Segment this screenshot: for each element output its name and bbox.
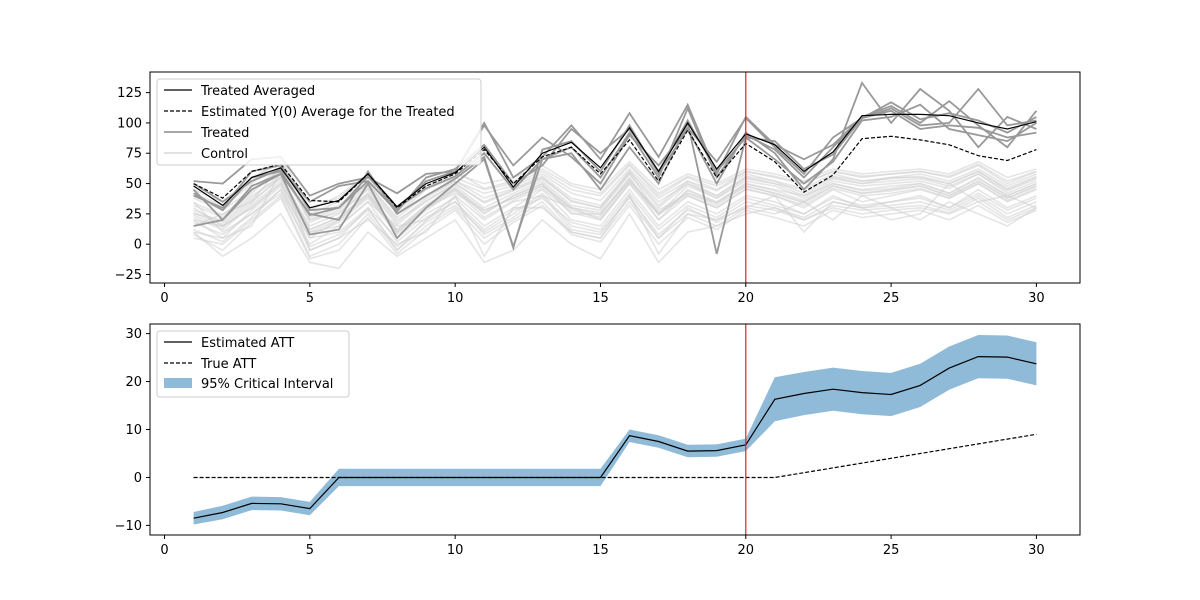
x-tick-label: 15 xyxy=(592,291,609,306)
legend-label-control: Control xyxy=(201,147,248,162)
x-tick-label: 5 xyxy=(306,543,314,558)
treated-line xyxy=(193,99,1038,197)
solid-series-line xyxy=(193,113,1037,209)
control-line xyxy=(193,179,1037,240)
x-axis: 0 5 10 15 20 25 30 xyxy=(160,535,1045,558)
x-tick-label: 10 xyxy=(447,291,464,306)
legend-label-treated-averaged: Treated Averaged xyxy=(200,84,315,99)
y-tick-label: 50 xyxy=(125,177,142,192)
x-tick-label: 5 xyxy=(306,291,314,306)
x-tick-label: 20 xyxy=(738,543,755,558)
dashed-series-line xyxy=(193,433,1037,479)
dashed-series-line xyxy=(193,129,1037,209)
x-tick-label: 10 xyxy=(447,543,464,558)
y-tick-label: 10 xyxy=(125,423,142,438)
y-axis: −25 0 25 50 75 100 125 xyxy=(115,86,150,283)
treated-lines xyxy=(192,81,1038,255)
control-line xyxy=(193,196,1037,260)
y-tick-label: −10 xyxy=(115,519,142,534)
y-tick-label: 25 xyxy=(125,207,142,222)
y-tick-label: 0 xyxy=(134,471,142,486)
control-line xyxy=(193,188,1037,252)
control-line xyxy=(193,160,1037,212)
x-tick-label: 25 xyxy=(883,291,900,306)
x-tick-label: 30 xyxy=(1028,543,1045,558)
legend-label-interval: 95% Critical Interval xyxy=(201,377,333,392)
control-line xyxy=(193,179,1037,236)
x-tick-label: 25 xyxy=(883,543,900,558)
y-tick-label: 0 xyxy=(134,238,142,253)
y-tick-label: 20 xyxy=(125,375,142,390)
y-tick-label: 75 xyxy=(125,147,142,162)
legend-swatch-interval xyxy=(164,378,192,388)
outcome-plot: 0 5 10 15 20 25 30 −25 0 25 50 75 100 125 Treated Av… xyxy=(115,71,1081,306)
control-lines xyxy=(193,155,1037,270)
legend: Estimated ATT True ATT 95% Critical Inte… xyxy=(156,330,350,398)
average-lines xyxy=(193,113,1037,209)
x-tick-label: 20 xyxy=(738,291,755,306)
control-line xyxy=(193,165,1037,226)
legend-box xyxy=(156,78,482,166)
y-tick-label: 125 xyxy=(117,86,142,101)
legend-label-treated: Treated xyxy=(200,126,249,141)
x-tick-label: 15 xyxy=(592,543,609,558)
x-tick-label: 0 xyxy=(160,291,168,306)
control-line xyxy=(193,167,1037,224)
treated-line xyxy=(193,87,1037,212)
x-tick-label: 30 xyxy=(1028,291,1045,306)
y-axis: −10 0 10 20 30 xyxy=(115,327,150,534)
control-line xyxy=(193,155,1037,212)
att-lines xyxy=(193,355,1037,519)
axes-frame xyxy=(149,71,1081,284)
x-axis: 0 5 10 15 20 25 30 xyxy=(160,283,1045,306)
y-tick-label: 30 xyxy=(125,327,142,342)
legend-label-estimated-att: Estimated ATT xyxy=(201,336,294,351)
legend-box xyxy=(156,330,350,398)
legend: Treated Averaged Estimated Y(0) Average … xyxy=(156,78,482,166)
y-tick-label: 100 xyxy=(117,116,142,131)
control-line xyxy=(193,194,1037,258)
y-tick-label: −25 xyxy=(115,268,142,283)
x-tick-label: 0 xyxy=(160,543,168,558)
att-plot: 0 5 10 15 20 25 30 −10 0 10 20 30 Estimated ATT Tr… xyxy=(115,323,1081,558)
solid-series-line xyxy=(193,355,1037,519)
control-line xyxy=(193,184,1037,246)
legend-label-true-att: True ATT xyxy=(200,357,256,372)
legend-label-estimated-y0: Estimated Y(0) Average for the Treated xyxy=(201,105,455,120)
